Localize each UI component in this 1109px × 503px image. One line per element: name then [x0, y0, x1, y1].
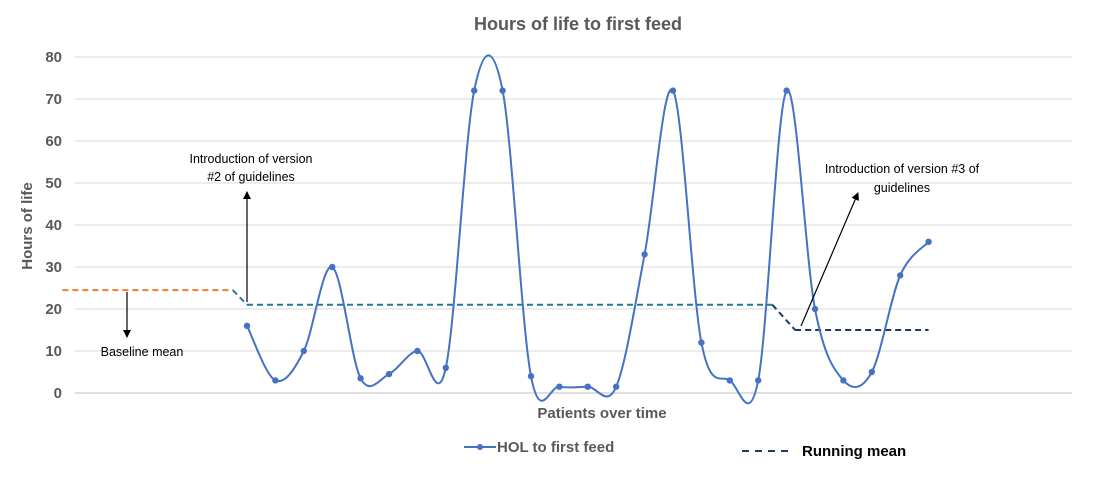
data-point-23[interactable] [868, 368, 875, 376]
annotations: Introduction of version #2 of guidelines I… [101, 152, 980, 359]
data-point-20[interactable] [783, 87, 790, 94]
data-point-14[interactable] [613, 383, 620, 390]
legend-item-hol-to-first-feed[interactable]: HOL to first feed [464, 439, 614, 456]
legend: HOL to first feed Running mean [464, 439, 906, 460]
chart-title: Hours of life to first feed [474, 14, 682, 34]
annotation-2-line-1: Introduction of version #3 of [825, 162, 980, 176]
annotation-1-line-2: #2 of guidelines [207, 170, 295, 184]
data-point-13[interactable] [584, 383, 591, 390]
data-point-21[interactable] [811, 305, 819, 313]
y-tick-10: 10 [45, 343, 62, 360]
data-point-5[interactable] [357, 375, 364, 382]
y-tick-labels: 0 10 20 30 40 50 60 70 80 [45, 49, 62, 402]
legend-marker-hol [477, 444, 483, 450]
y-tick-0: 0 [54, 385, 62, 402]
data-point-16[interactable] [669, 87, 677, 94]
annotation-1-line-1: Introduction of version [190, 152, 313, 166]
data-point-1[interactable] [243, 322, 251, 329]
data-point-4[interactable] [329, 263, 336, 271]
legend-label-hol: HOL to first feed [497, 439, 614, 456]
y-tick-60: 60 [45, 133, 62, 150]
legend-item-running-mean[interactable]: Running mean [742, 443, 906, 460]
data-point-11[interactable] [527, 373, 535, 380]
data-point-15[interactable] [641, 251, 648, 258]
data-point-8[interactable] [442, 364, 449, 371]
data-point-7[interactable] [414, 347, 421, 355]
data-point-18[interactable] [726, 377, 733, 384]
data-point-3[interactable] [300, 347, 307, 355]
legend-label-running-mean: Running mean [802, 443, 906, 460]
data-point-12[interactable] [556, 383, 563, 390]
data-point-10[interactable] [499, 87, 506, 94]
data-point-9[interactable] [471, 87, 478, 94]
y-tick-20: 20 [45, 301, 62, 318]
y-axis-title: Hours of life [19, 182, 36, 270]
annotation-2-line-2: guidelines [874, 181, 930, 195]
data-point-19[interactable] [755, 377, 762, 384]
series-hol-to-first-feed [243, 54, 932, 405]
annotation-3-line-1: Baseline mean [101, 345, 184, 359]
annotation-arrow-2 [800, 192, 859, 327]
y-tick-70: 70 [45, 91, 62, 108]
y-tick-40: 40 [45, 217, 62, 234]
y-tick-80: 80 [45, 49, 62, 66]
x-axis-title: Patients over time [537, 405, 666, 422]
y-tick-50: 50 [45, 175, 62, 192]
series-line-1 [246, 54, 930, 405]
y-tick-30: 30 [45, 259, 62, 276]
gridlines [75, 56, 1072, 394]
running-mean-step-2 [771, 304, 796, 331]
running-mean-step-1 [232, 289, 248, 306]
running-mean-lines [62, 289, 929, 331]
data-point-22[interactable] [840, 377, 847, 384]
data-point-24[interactable] [897, 272, 904, 279]
data-point-17[interactable] [698, 339, 705, 346]
data-point-25[interactable] [925, 238, 932, 245]
data-point-6[interactable] [385, 370, 393, 378]
data-point-2[interactable] [272, 377, 279, 384]
